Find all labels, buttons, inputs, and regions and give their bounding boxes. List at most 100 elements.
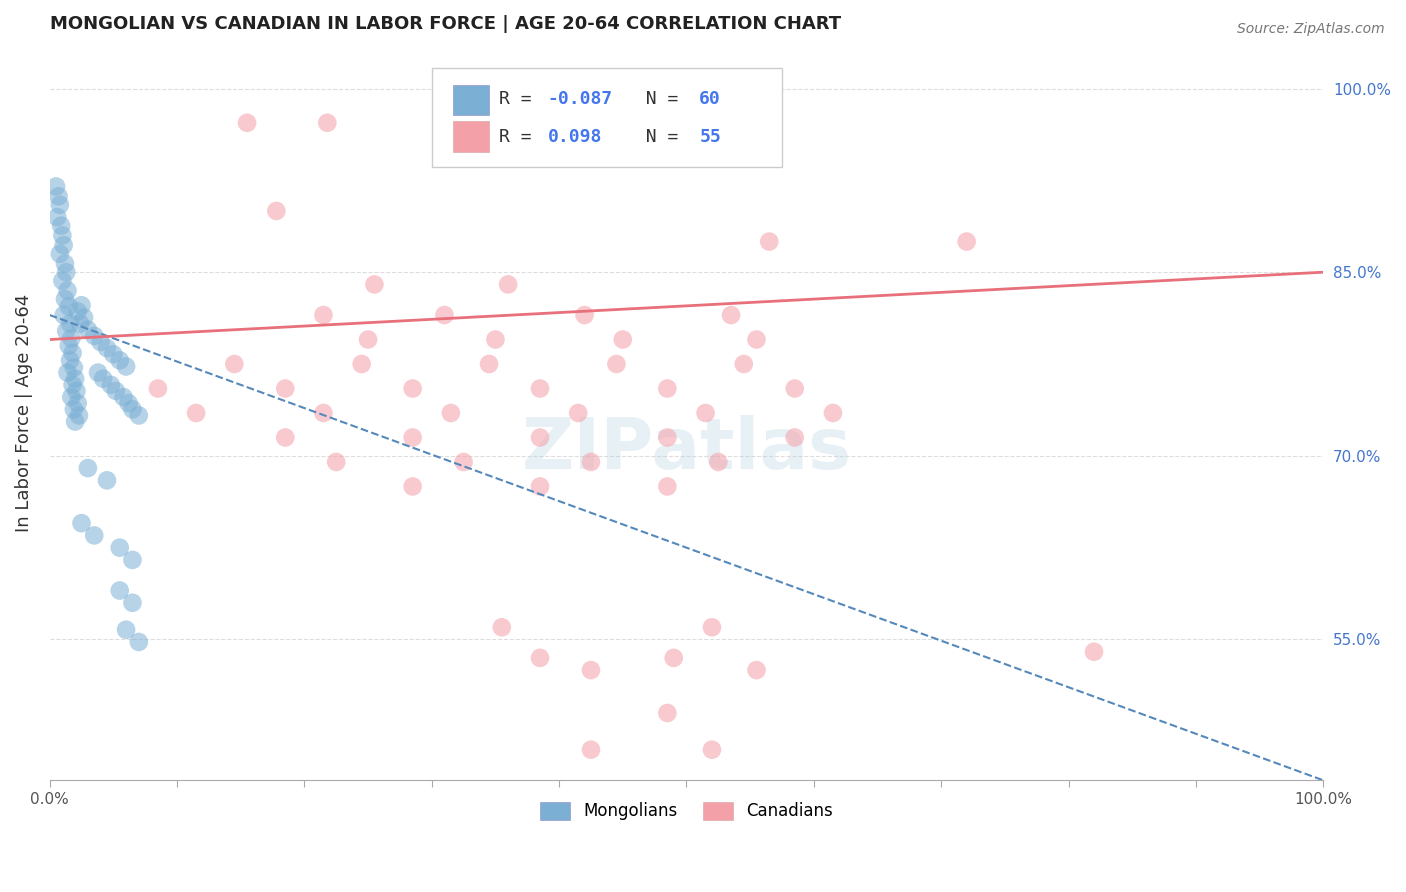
Point xyxy=(146,382,169,396)
Point xyxy=(312,308,335,322)
Point xyxy=(491,620,513,634)
Point xyxy=(53,292,76,306)
Point xyxy=(83,528,105,542)
Point xyxy=(121,402,143,417)
Point xyxy=(96,341,118,355)
Point xyxy=(58,300,80,314)
Point xyxy=(100,377,122,392)
Point xyxy=(325,455,347,469)
Point xyxy=(48,189,70,203)
Point xyxy=(720,308,742,322)
Bar xyxy=(453,121,489,153)
Point xyxy=(108,541,131,555)
Point xyxy=(65,384,87,398)
Point xyxy=(695,406,717,420)
Point xyxy=(121,596,143,610)
Point xyxy=(63,372,86,386)
Point xyxy=(69,317,91,331)
Point xyxy=(605,357,627,371)
Point xyxy=(662,651,685,665)
Point xyxy=(108,583,131,598)
Text: 55: 55 xyxy=(699,128,721,146)
FancyBboxPatch shape xyxy=(432,68,782,167)
Point xyxy=(266,204,288,219)
Point xyxy=(579,455,602,469)
Point xyxy=(657,479,679,493)
Point xyxy=(821,406,844,420)
Point xyxy=(66,396,89,410)
Point xyxy=(115,359,138,374)
Point xyxy=(433,308,456,322)
Point xyxy=(707,455,730,469)
Point xyxy=(60,390,83,404)
Point xyxy=(70,516,93,531)
Point xyxy=(758,235,780,249)
Point xyxy=(745,663,768,677)
Point xyxy=(579,663,602,677)
Point xyxy=(612,333,634,347)
Point xyxy=(484,333,506,347)
Point xyxy=(76,461,98,475)
Point xyxy=(104,384,127,398)
Point xyxy=(316,116,339,130)
Text: Source: ZipAtlas.com: Source: ZipAtlas.com xyxy=(1237,22,1385,37)
Point xyxy=(51,274,73,288)
Point xyxy=(312,406,335,420)
Text: N =: N = xyxy=(624,90,689,108)
Point xyxy=(62,377,84,392)
Point xyxy=(478,357,501,371)
Point xyxy=(529,651,551,665)
Text: N =: N = xyxy=(624,128,689,146)
Point xyxy=(401,479,423,493)
Point xyxy=(529,430,551,444)
Point xyxy=(49,247,72,261)
Point xyxy=(401,382,423,396)
Point xyxy=(529,382,551,396)
Point xyxy=(73,310,96,325)
Point xyxy=(63,360,86,375)
Point xyxy=(87,366,110,380)
Text: R =: R = xyxy=(499,90,543,108)
Point xyxy=(76,323,98,337)
Point xyxy=(657,382,679,396)
Point xyxy=(401,430,423,444)
Point xyxy=(46,210,69,224)
Point xyxy=(49,198,72,212)
Point xyxy=(453,455,475,469)
Point xyxy=(236,116,259,130)
Point xyxy=(51,228,73,243)
Point xyxy=(115,623,138,637)
Point xyxy=(733,357,755,371)
Point xyxy=(496,277,519,292)
Point xyxy=(363,277,385,292)
Point xyxy=(783,382,806,396)
Text: ZIPatlas: ZIPatlas xyxy=(522,415,852,484)
Point xyxy=(96,473,118,487)
Point xyxy=(529,479,551,493)
Point xyxy=(52,238,75,252)
Point xyxy=(128,409,150,423)
Point xyxy=(956,235,979,249)
Point xyxy=(45,179,67,194)
Point xyxy=(579,742,602,756)
Point xyxy=(55,265,77,279)
Point xyxy=(121,553,143,567)
Point xyxy=(62,346,84,360)
Point xyxy=(49,219,72,233)
Point xyxy=(67,409,90,423)
Point xyxy=(440,406,463,420)
Point xyxy=(63,402,86,417)
Point xyxy=(274,430,297,444)
Point xyxy=(52,308,75,322)
Point xyxy=(128,635,150,649)
Text: 0.098: 0.098 xyxy=(548,128,602,146)
Point xyxy=(60,331,83,345)
Point xyxy=(112,390,135,404)
Point xyxy=(63,415,86,429)
Point xyxy=(357,333,380,347)
Point xyxy=(567,406,589,420)
Legend: Mongolians, Canadians: Mongolians, Canadians xyxy=(533,795,839,827)
Text: R =: R = xyxy=(499,128,543,146)
Point xyxy=(529,116,551,130)
Point xyxy=(224,357,246,371)
